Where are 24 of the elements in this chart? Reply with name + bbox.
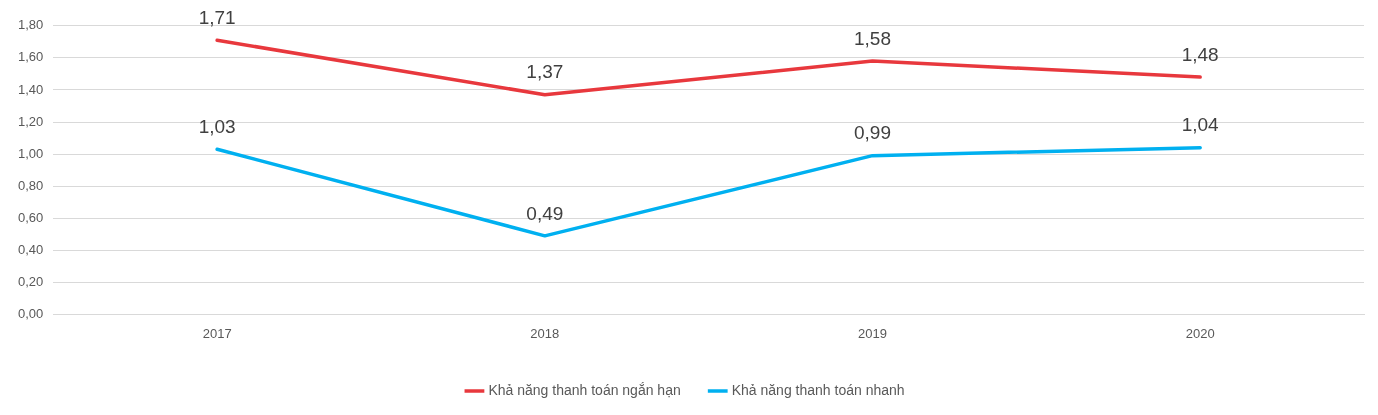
data-label: 0,49 — [526, 202, 564, 224]
y-tick-label: 1,40 — [17, 81, 44, 97]
y-tick-label: 0,00 — [17, 305, 44, 321]
data-label: 1,71 — [198, 6, 236, 28]
y-tick-label: 1,80 — [17, 17, 44, 33]
legend-label: Khả năng thanh toán ngắn hạn — [488, 381, 681, 398]
data-label: 1,48 — [1181, 43, 1219, 65]
x-tick-label: 2020 — [1185, 325, 1215, 341]
y-tick-label: 1,20 — [17, 113, 44, 129]
legend-label: Khả năng thanh toán nhanh — [731, 381, 905, 398]
y-tick-label: 0,20 — [17, 273, 44, 289]
data-label: 1,03 — [198, 115, 236, 137]
y-tick-label: 1,00 — [17, 145, 44, 161]
y-tick-label: 0,40 — [17, 241, 44, 257]
x-tick-label: 2019 — [858, 325, 887, 341]
data-label: 1,37 — [526, 61, 564, 83]
y-tick-label: 0,80 — [17, 177, 44, 193]
x-tick-label: 2017 — [202, 325, 232, 341]
data-label: 1,04 — [1181, 114, 1220, 136]
data-label: 0,99 — [854, 122, 891, 144]
y-tick-label: 0,60 — [17, 209, 44, 225]
data-label: 1,58 — [854, 27, 891, 49]
x-tick-label: 2018 — [530, 325, 560, 341]
y-tick-label: 1,60 — [17, 49, 44, 65]
